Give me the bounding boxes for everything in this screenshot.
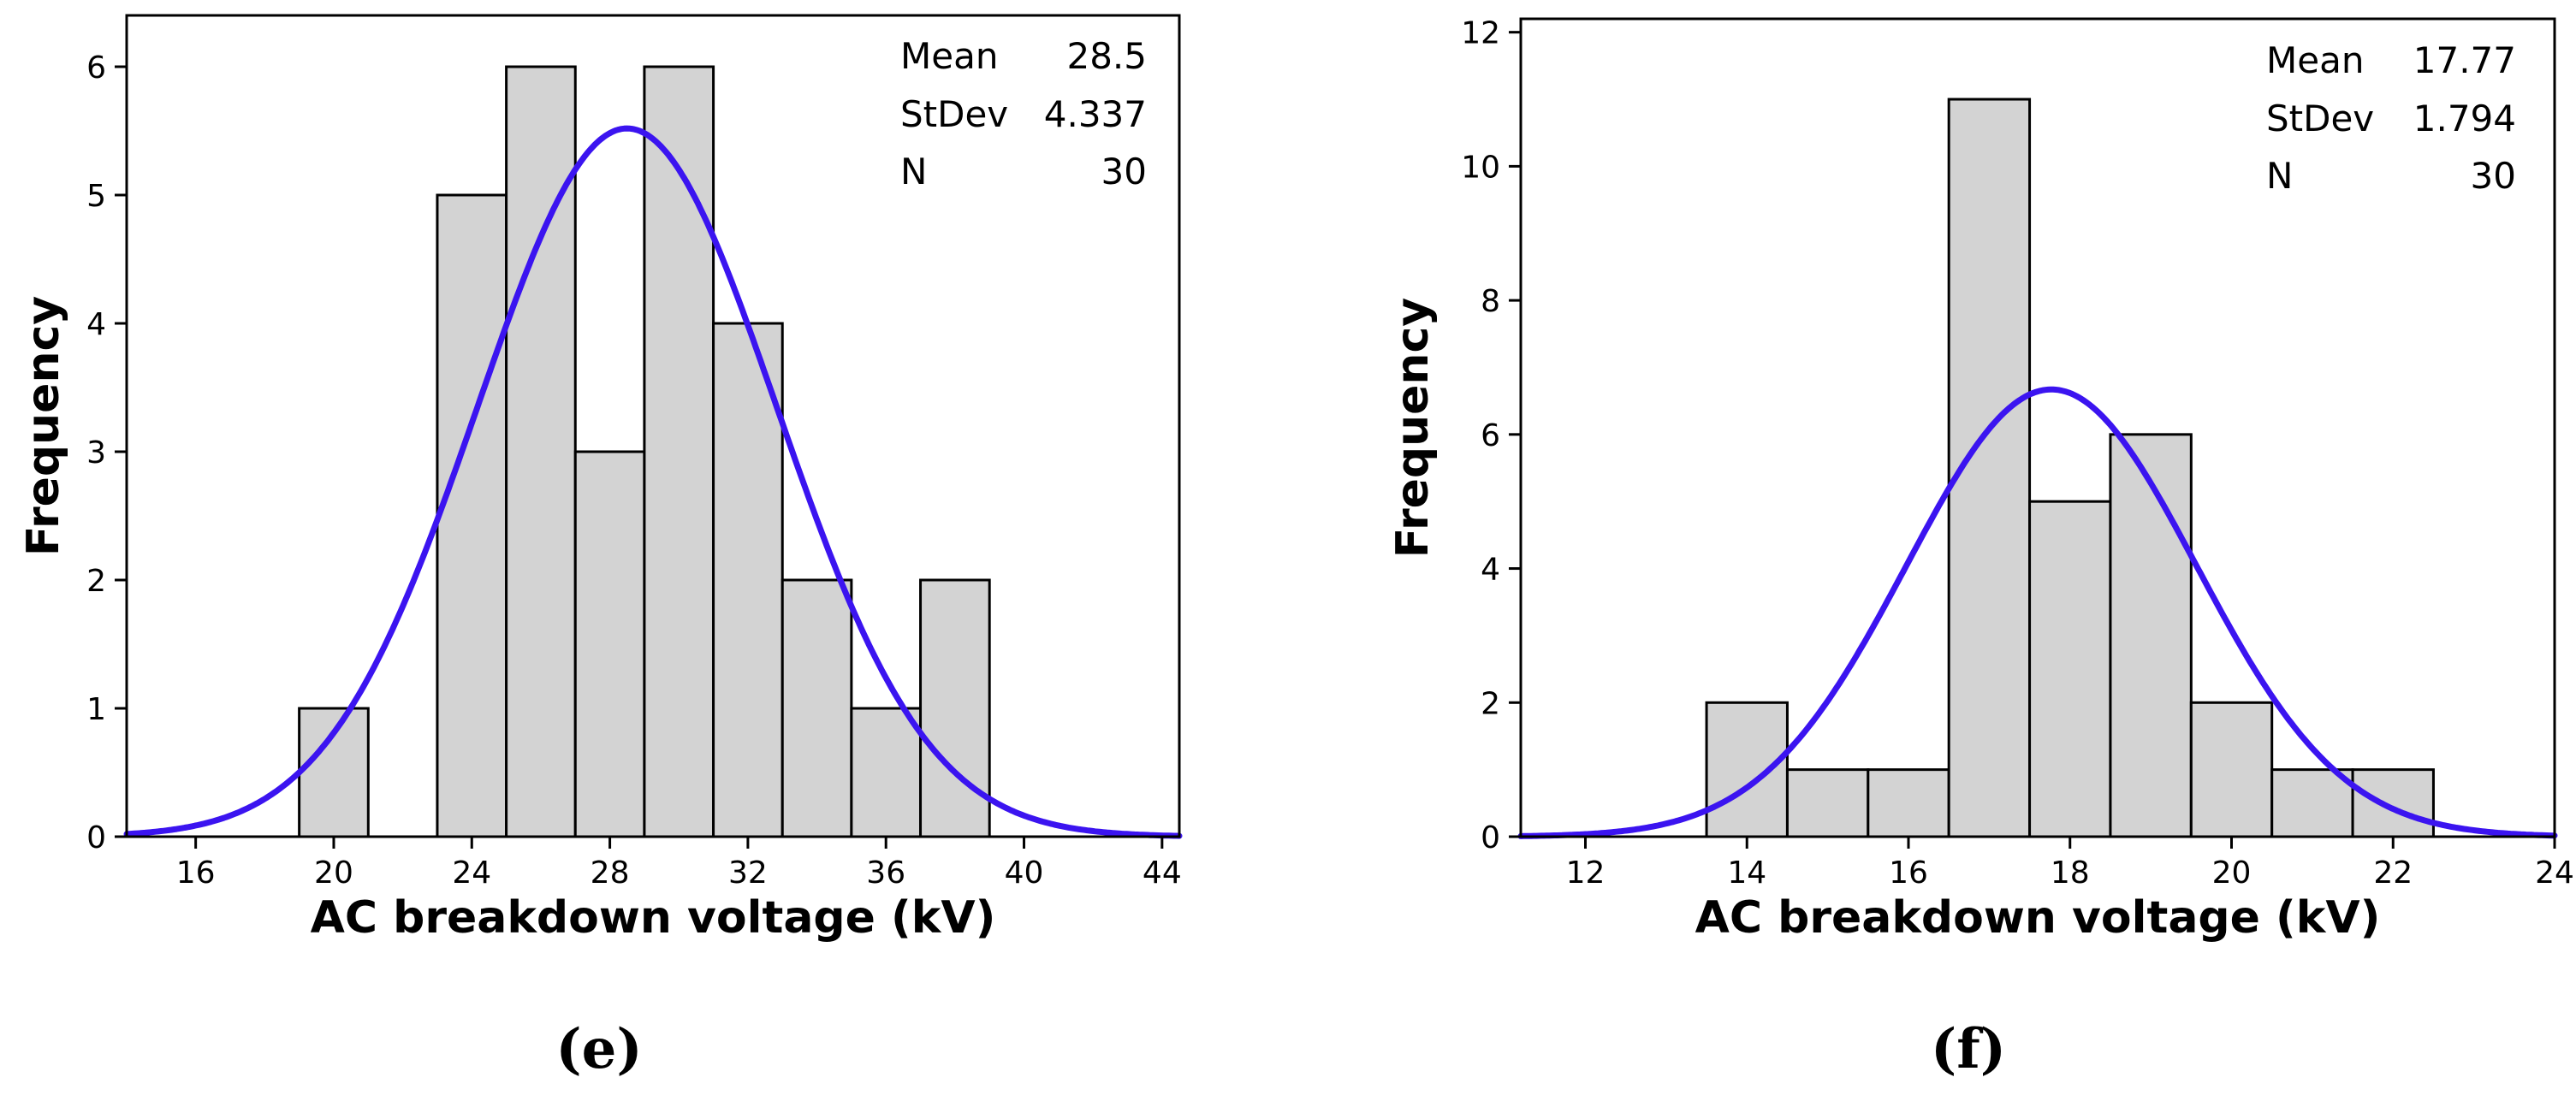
histogram-bar	[573, 450, 646, 838]
x-tick-label: 16	[1889, 855, 1928, 891]
stats-n-label: N	[2266, 155, 2293, 197]
stats-mean-value: 28.5	[1066, 35, 1147, 77]
y-tick-label: 8	[1481, 284, 1500, 319]
y-tick-label: 5	[86, 179, 106, 214]
histogram-bar	[712, 322, 784, 838]
bars-group	[1705, 98, 2435, 838]
y-tick-label: 0	[1481, 820, 1500, 855]
stats-legend: Mean 17.77 StDev 1.794 N 30	[2266, 39, 2516, 197]
histogram-bar	[298, 707, 370, 838]
x-axis-title: AC breakdown voltage (kV)	[1695, 892, 2381, 944]
histogram-bar	[2109, 433, 2193, 838]
y-tick-label: 6	[86, 50, 106, 86]
x-tick-label: 16	[176, 855, 216, 891]
stats-n-value: 30	[2471, 155, 2516, 197]
y-tick-label: 1	[86, 692, 106, 727]
stats-n-label: N	[900, 151, 927, 192]
stats-stdev-label: StDev	[900, 93, 1008, 135]
y-tick-label: 4	[86, 307, 106, 342]
x-tick-label: 22	[2373, 855, 2413, 891]
stats-legend: Mean 28.5 StDev 4.337 N 30	[900, 35, 1147, 192]
x-tick-label: 20	[2212, 855, 2252, 891]
stats-mean-label: Mean	[2266, 39, 2364, 81]
y-axis: 0 2 4 6 8 10 12	[1461, 16, 1521, 855]
panel-caption: (f)	[1931, 1017, 2006, 1081]
x-axis-title: AC breakdown voltage (kV)	[311, 892, 996, 944]
histogram-bar	[781, 578, 853, 838]
x-tick-label: 32	[728, 855, 768, 891]
x-axis: 12 14 16 18 20 22 24	[1566, 837, 2574, 891]
histogram-bar	[436, 193, 508, 838]
y-tick-label: 3	[86, 435, 106, 471]
histogram-bar	[643, 65, 715, 838]
y-tick-label: 2	[1481, 686, 1500, 721]
y-tick-label: 12	[1461, 16, 1500, 51]
panel-caption: (e)	[555, 1017, 642, 1081]
y-tick-label: 0	[86, 820, 106, 855]
x-tick-label: 40	[1005, 855, 1044, 891]
histogram-bar	[850, 707, 923, 838]
x-tick-label: 28	[591, 855, 630, 891]
histogram-bar	[2189, 701, 2274, 838]
x-tick-label: 24	[452, 855, 491, 891]
y-tick-label: 4	[1481, 553, 1500, 588]
x-tick-label: 24	[2535, 855, 2574, 891]
histogram-bar	[2351, 768, 2435, 838]
histogram-bar	[2028, 500, 2112, 838]
y-axis-title: Frequency	[18, 296, 69, 556]
y-tick-label: 10	[1461, 150, 1500, 185]
x-tick-label: 18	[2051, 855, 2090, 891]
plot-frame	[1519, 17, 2556, 838]
y-tick-label: 2	[86, 564, 106, 599]
normal-fit-curve	[123, 125, 1183, 839]
stats-stdev-value: 1.794	[2413, 98, 2516, 139]
histogram-bar	[1785, 768, 1870, 838]
stats-stdev-label: StDev	[2266, 98, 2374, 139]
x-tick-label: 14	[1727, 855, 1766, 891]
y-tick-label: 6	[1481, 418, 1500, 453]
x-tick-label: 36	[866, 855, 905, 891]
x-tick-label: 12	[1566, 855, 1606, 891]
x-tick-label: 44	[1143, 855, 1182, 891]
histogram-panel-e: 16 20 24 28 32 36 40 44 0 1 2 3 4 5 6 Mean 28.5 StDev…	[18, 14, 1183, 1081]
plot-frame	[125, 14, 1181, 838]
y-axis-title: Frequency	[1387, 298, 1439, 558]
stats-mean-label: Mean	[900, 35, 998, 77]
histogram-bar	[919, 578, 991, 838]
stats-mean-value: 17.77	[2413, 39, 2516, 81]
histogram-bar	[1705, 701, 1789, 838]
stats-n-value: 30	[1101, 151, 1147, 192]
y-axis: 0 1 2 3 4 5 6	[86, 50, 127, 855]
x-axis: 16 20 24 28 32 36 40 44	[176, 837, 1182, 891]
histogram-bar	[1867, 768, 1950, 838]
normal-fit-curve	[1517, 386, 2558, 839]
histogram-bar	[2270, 768, 2354, 838]
bars-group	[298, 65, 991, 838]
x-tick-label: 20	[314, 855, 353, 891]
stats-stdev-value: 4.337	[1044, 93, 1147, 135]
